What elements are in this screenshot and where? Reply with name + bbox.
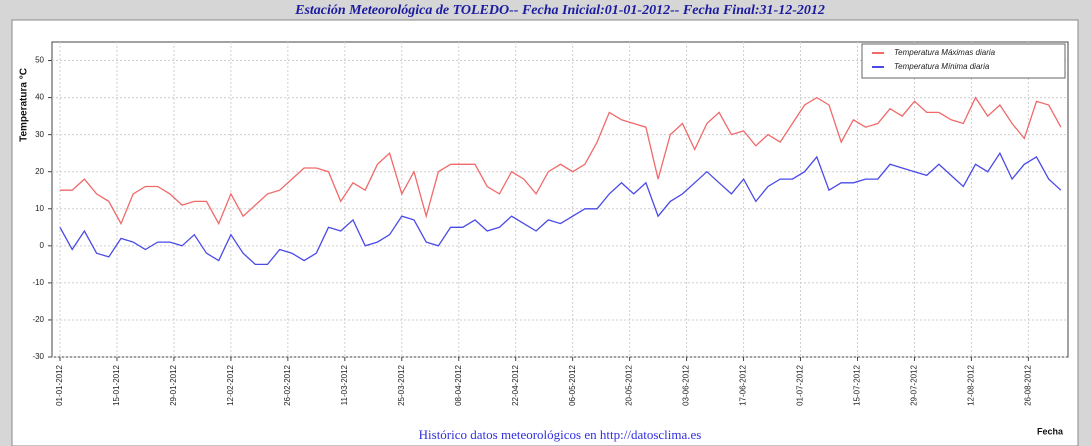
y-tick-label: 50: [35, 56, 44, 65]
legend-label: Temperatura Máximas diaria: [894, 48, 996, 57]
x-tick-label: 01-07-2012: [796, 364, 805, 405]
x-tick-label: 26-02-2012: [283, 364, 292, 405]
x-tick-label: 08-04-2012: [454, 364, 463, 405]
x-axis-label: Fecha: [1037, 426, 1064, 436]
footer: Histórico datos meteorológicos en http:/…: [419, 427, 702, 442]
x-tick-label: 25-03-2012: [397, 364, 406, 405]
x-tick-label: 29-07-2012: [910, 364, 919, 405]
y-axis-label: Temperatura °C: [19, 68, 30, 142]
legend-label: Temperatura Mínima diaria: [894, 62, 990, 71]
plot-frame: [51, 41, 1069, 358]
y-tick-label: -10: [32, 278, 44, 287]
x-tick-label: 15-07-2012: [853, 364, 862, 405]
x-tick-label: 20-05-2012: [625, 364, 634, 405]
legend: [861, 43, 1066, 79]
y-tick-label: -20: [32, 315, 44, 324]
y-tick-label: 20: [35, 167, 44, 176]
y-tick-label: -30: [32, 352, 44, 361]
x-tick-label: 03-06-2012: [682, 364, 691, 405]
x-tick-label: 26-08-2012: [1023, 364, 1032, 405]
series-line: [59, 151, 1062, 266]
y-tick-label: 10: [35, 204, 44, 213]
marks: [59, 96, 1062, 266]
chart-title: Estación Meteorológica de TOLEDO-- Fecha…: [294, 3, 825, 18]
grid: [48, 42, 1068, 361]
x-tick-label: 12-02-2012: [226, 364, 235, 405]
x-tick-label: 22-04-2012: [511, 364, 520, 405]
x-tick-label: 06-05-2012: [568, 364, 577, 405]
x-tick-label: 29-01-2012: [169, 364, 178, 405]
x-tick-label: 01-01-2012: [55, 364, 64, 405]
series-line: [60, 96, 1062, 226]
y-tick-label: 40: [35, 93, 44, 102]
x-tick-label: 12-08-2012: [967, 364, 976, 405]
y-tick-label: 30: [35, 130, 44, 139]
y-tick-label: 0: [40, 241, 45, 250]
x-tick-label: 15-01-2012: [112, 364, 121, 405]
x-tick-label: 11-03-2012: [340, 364, 349, 405]
x-tick-label: 17-06-2012: [739, 364, 748, 405]
